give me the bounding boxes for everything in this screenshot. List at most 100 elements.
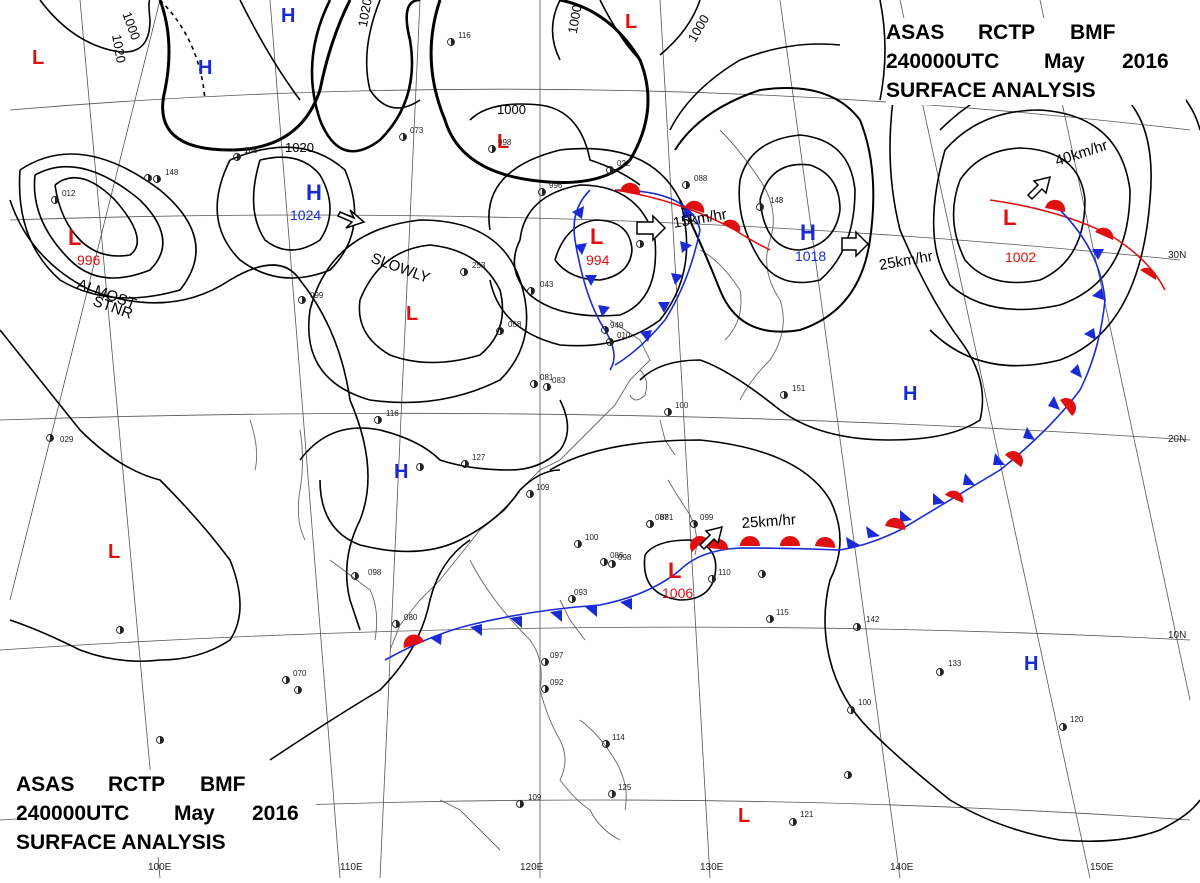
title-line-3: SURFACE ANALYSIS [886, 79, 1096, 102]
station-pressure-value: 116 [386, 409, 399, 418]
lon-label-140e: 140E [890, 862, 914, 873]
cloud-cover-icon [770, 615, 774, 623]
cloud-cover-icon [420, 463, 424, 471]
lon-label-100e: 100E [148, 862, 172, 873]
station-pressure-value: 109 [528, 793, 542, 802]
low-center: L [497, 131, 509, 153]
station-pressure-value: 099 [700, 513, 714, 522]
high-center: H [281, 5, 295, 27]
cloud-cover-icon [940, 668, 944, 676]
cloud-cover-icon [610, 166, 614, 174]
station-pressure-value: 100 [585, 533, 599, 542]
station-pressure-value: 188 [244, 146, 258, 155]
high-center: H [903, 383, 917, 405]
cloud-cover-icon [378, 416, 382, 424]
station-pressure-value: 151 [792, 384, 806, 393]
cloud-cover-icon [760, 203, 764, 211]
high-center: H [198, 57, 212, 79]
cloud-cover-icon [55, 196, 59, 204]
station-pressure-value: 092 [550, 678, 564, 687]
fronts [384, 182, 1166, 661]
station-pressure-value: 142 [866, 615, 880, 624]
station-pressure-value: 088 [694, 174, 708, 183]
title-station: RCTP [108, 773, 166, 796]
station-pressure-value: 083 [552, 376, 566, 385]
stationary-front-south [384, 547, 841, 661]
title-year: 2016 [1122, 50, 1169, 73]
lat-label-30n: 30N [1168, 250, 1186, 261]
lon-label-150e: 150E [1090, 862, 1114, 873]
cloud-cover-icon [712, 575, 716, 583]
graticule-labels: 30N 20N 10N 100E 110E 120E 130E 140E 150… [148, 250, 1186, 873]
cloud-cover-icon [604, 558, 608, 566]
isobar-label: 1000 [565, 4, 585, 35]
station-pressure-value: 100 [858, 698, 872, 707]
cloud-cover-icon [762, 570, 766, 578]
cloud-cover-icon [120, 626, 124, 634]
title-office: BMF [1070, 21, 1116, 44]
cloud-cover-icon [355, 572, 359, 580]
station-pressure-value: 097 [550, 651, 564, 660]
cold-front-north [573, 189, 615, 371]
station-pressure-value: 086 [610, 551, 624, 560]
map-title-block-top: ASAS RCTP BMF 240000UTC May 2016 SURFACE ANA… [886, 18, 1186, 105]
low-center: L [738, 805, 750, 827]
station-pressure-value: 087 [655, 513, 669, 522]
cloud-cover-icon [851, 706, 855, 714]
station-pressure-value: 073 [410, 126, 424, 135]
low-value-994: 994 [586, 252, 610, 268]
lon-label-110e: 110E [340, 862, 363, 873]
high-center: H [1024, 653, 1038, 675]
speed-label-25-south: 25km/hr [741, 511, 796, 532]
isobars [0, 0, 1200, 843]
title-line-3: SURFACE ANALYSIS [16, 831, 226, 854]
title-time: 240000UTC [886, 50, 1000, 73]
pressure-center-letters: L H L H L L H H H H L L L L L L H [32, 5, 1038, 827]
cloud-cover-icon [160, 736, 164, 744]
station-pressure-value: 012 [62, 189, 76, 198]
low-center-994: L [590, 224, 603, 249]
station-pressure-value: 010 [617, 331, 631, 340]
isobar-label: 1020 [355, 0, 375, 28]
cloud-cover-icon [492, 145, 496, 153]
cloud-cover-icon [857, 623, 861, 631]
cloud-cover-icon [606, 740, 610, 748]
station-pressure-value: 093 [574, 588, 588, 597]
cloud-cover-icon [530, 490, 534, 498]
station-pressure-value: 133 [948, 659, 962, 668]
title-office: BMF [200, 773, 246, 796]
low-center: L [625, 11, 637, 33]
cloud-cover-icon [784, 391, 788, 399]
title-time: 240000UTC [16, 802, 130, 825]
cloud-cover-icon [237, 153, 241, 161]
station-pressure-value: 022 [617, 159, 631, 168]
isobar-label: 1000 [497, 102, 526, 117]
title-line-1: ASAS RCTP BMF [886, 18, 1186, 47]
cloud-cover-icon [578, 540, 582, 548]
map-title-block-bottom: ASAS RCTP BMF 240000UTC May 2016 SURFACE ANA… [16, 770, 316, 857]
low-center: L [108, 541, 120, 563]
cloud-cover-icon [610, 338, 614, 346]
station-pressure-value: 110 [718, 568, 731, 577]
station-pressure-value: 148 [165, 168, 179, 177]
station-pressure-value: 253 [472, 261, 486, 270]
cloud-cover-icon [396, 620, 400, 628]
cloud-cover-icon [545, 685, 549, 693]
lat-label-10n: 10N [1168, 630, 1186, 641]
station-pressure-value: 114 [612, 733, 625, 742]
station-pressure-value: 120 [1070, 715, 1084, 724]
station-pressure-value: 996 [549, 181, 563, 190]
title-month: May [1044, 50, 1085, 73]
title-station: RCTP [978, 21, 1036, 44]
station-pressure-value: 080 [404, 613, 418, 622]
cold-front-east [839, 209, 1106, 551]
title-line-2: 240000UTC May 2016 [16, 799, 316, 828]
station-pressure-value: 070 [293, 669, 307, 678]
station-pressure-value: 098 [368, 568, 382, 577]
low-center: L [32, 47, 44, 69]
cloud-cover-icon [686, 181, 690, 189]
cloud-cover-icon [520, 800, 524, 808]
